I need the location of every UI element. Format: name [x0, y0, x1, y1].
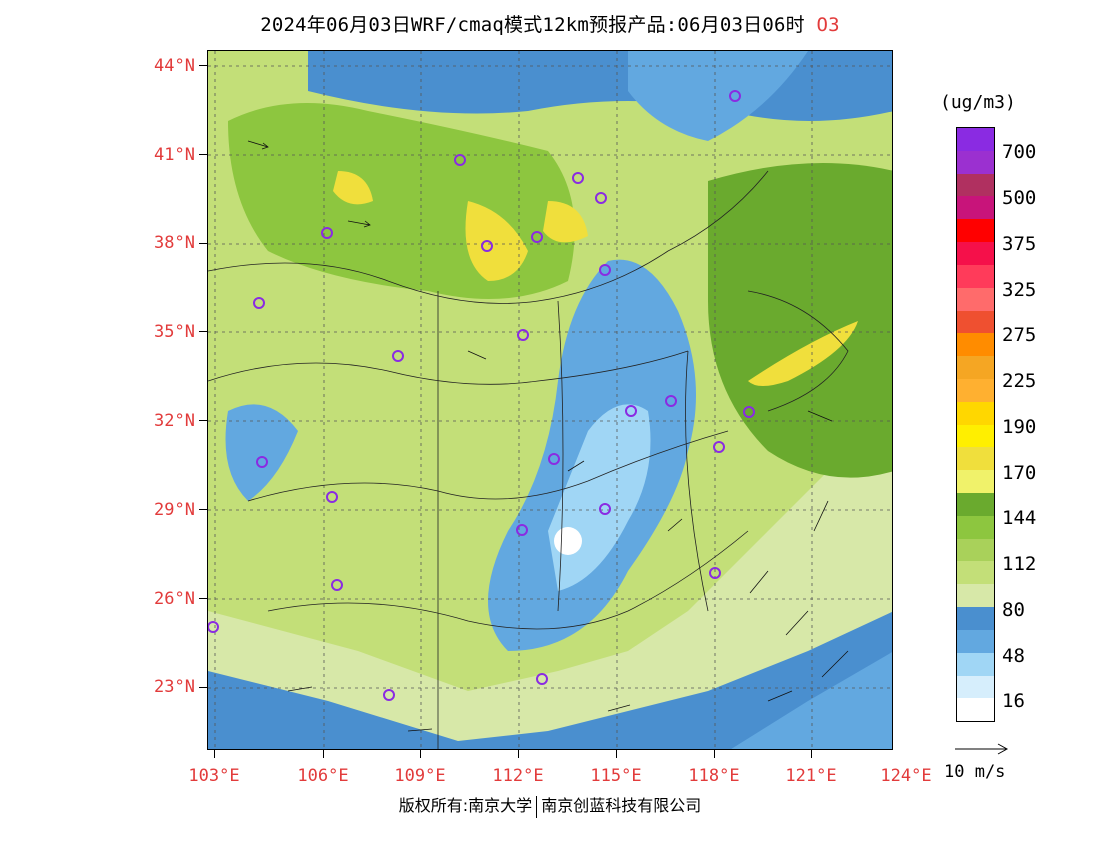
lon-label-106: 106°E [297, 766, 349, 786]
lon-tick [616, 750, 617, 758]
color-bar-segment [957, 356, 994, 379]
lon-label-103: 103°E [188, 766, 240, 786]
color-bar-segment [957, 652, 994, 676]
color-bar-segment [957, 447, 994, 471]
lat-tick [199, 509, 207, 510]
color-bar-segment [957, 219, 994, 243]
legend-unit: (ug/m3) [940, 92, 1016, 113]
lat-label-29: 29°N [154, 500, 195, 520]
lon-label-118: 118°E [688, 766, 740, 786]
lat-label-41: 41°N [154, 145, 195, 165]
color-bar-segment [957, 538, 994, 562]
footer-divider [536, 795, 538, 818]
lat-tick [199, 154, 207, 155]
color-bar-segment [957, 310, 994, 334]
lat-label-32: 32°N [154, 411, 195, 431]
map-title: 2024年06月03日WRF/cmaq模式12km预报产品:06月03日06时 … [0, 10, 1100, 37]
color-bar-segment [957, 128, 994, 151]
color-bar-segment [957, 629, 994, 653]
map-canvas [208, 51, 892, 749]
lon-tick [214, 750, 215, 758]
lat-label-23: 23°N [154, 677, 195, 697]
species-label: O3 [816, 14, 840, 36]
lat-tick [199, 687, 207, 688]
legend-label: 500 [1002, 187, 1037, 209]
color-bar-segment [957, 173, 994, 197]
wind-key-label: 10 m/s [944, 762, 1006, 782]
lon-label-112: 112°E [492, 766, 544, 786]
legend-label: 700 [1002, 141, 1037, 163]
legend-label: 275 [1002, 324, 1037, 346]
color-bar-segment [957, 698, 994, 722]
legend-label: 225 [1002, 370, 1037, 392]
color-bar-segment [957, 607, 994, 630]
lat-label-35: 35°N [154, 322, 195, 342]
color-bar-segment [957, 333, 994, 357]
lon-tick [518, 750, 519, 758]
lon-label-115: 115°E [590, 766, 642, 786]
lon-label-109: 109°E [394, 766, 446, 786]
lon-tick [811, 750, 812, 758]
color-bar-segment [957, 584, 994, 608]
ozone-forecast-map[interactable] [207, 50, 893, 750]
legend-label: 48 [1002, 645, 1025, 667]
title-text: 2024年06月03日WRF/cmaq模式12km预报产品:06月03日06时 [260, 14, 805, 36]
lat-label-44: 44°N [154, 56, 195, 76]
legend-label: 144 [1002, 507, 1037, 529]
color-bar-segment [957, 493, 994, 516]
lon-label-124: 124°E [880, 766, 932, 786]
copyright-left: 版权所有:南京大学 [398, 796, 533, 815]
lon-label-121: 121°E [785, 766, 837, 786]
legend-label: 80 [1002, 599, 1025, 621]
color-bar-segment [957, 378, 994, 402]
lat-tick [199, 598, 207, 599]
lat-label-38: 38°N [154, 233, 195, 253]
color-bar-segment [957, 264, 994, 288]
color-bar [956, 127, 995, 722]
lon-tick [323, 750, 324, 758]
color-bar-segment [957, 515, 994, 539]
lon-tick [714, 750, 715, 758]
copyright-right: 南京创蓝科技有限公司 [541, 796, 702, 815]
lon-tick [420, 750, 421, 758]
color-bar-segment [957, 401, 994, 425]
legend-label: 325 [1002, 279, 1037, 301]
color-bar-segment [957, 675, 994, 699]
legend-label: 112 [1002, 553, 1037, 575]
legend-label: 16 [1002, 690, 1025, 712]
lat-tick [199, 65, 207, 66]
wind-key-arrow-icon [955, 743, 1009, 755]
lat-tick [199, 243, 207, 244]
legend-label: 190 [1002, 416, 1037, 438]
color-bar-segment [957, 287, 994, 311]
color-bar-segment [957, 470, 994, 493]
copyright-footer: 版权所有:南京大学 南京创蓝科技有限公司 [0, 792, 1100, 818]
legend-label: 375 [1002, 233, 1037, 255]
color-bar-segment [957, 242, 994, 265]
color-bar-segment [957, 561, 994, 585]
lat-tick [199, 331, 207, 332]
color-bar-segment [957, 424, 994, 448]
legend-label: 170 [1002, 462, 1037, 484]
color-bar-segment [957, 150, 994, 174]
color-bar-segment [957, 196, 994, 220]
lat-tick [199, 420, 207, 421]
lat-label-26: 26°N [154, 589, 195, 609]
